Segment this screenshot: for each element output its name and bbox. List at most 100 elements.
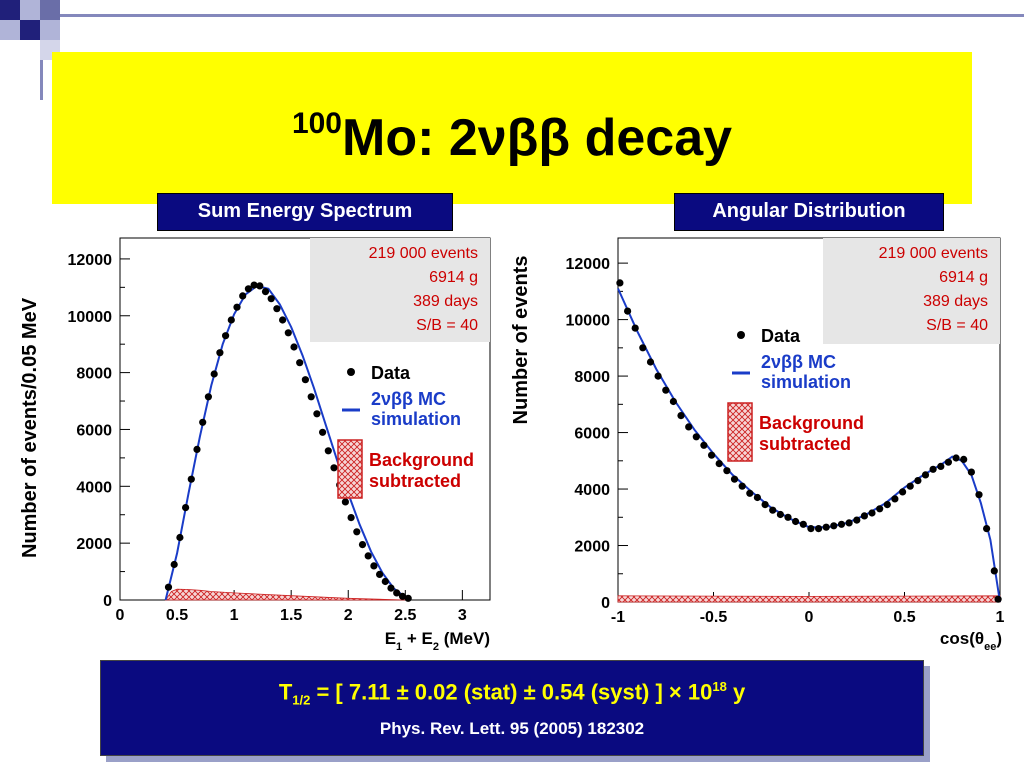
info-box — [823, 238, 1000, 344]
data-point — [883, 501, 891, 509]
data-point — [387, 584, 395, 592]
corner-square-1 — [0, 0, 20, 20]
data-point — [376, 570, 384, 578]
data-point — [404, 594, 412, 602]
reference: Phys. Rev. Lett. 95 (2005) 182302 — [379, 719, 645, 738]
x-tick-label: 1 — [996, 609, 1005, 626]
data-point — [960, 455, 968, 463]
data-point — [776, 510, 784, 519]
x-tick-label: 0 — [805, 609, 814, 626]
legend-mc-label-2: simulation — [371, 409, 461, 429]
y-tick-label: 4000 — [574, 482, 610, 499]
data-point — [700, 441, 708, 449]
y-tick-label: 12000 — [68, 252, 113, 269]
legend-data-marker — [737, 331, 745, 339]
data-point — [256, 282, 264, 290]
x-tick-label: -0.5 — [700, 609, 728, 626]
info-line-3: S/B = 40 — [926, 317, 988, 334]
y-tick-label: 6000 — [574, 426, 610, 443]
data-point — [975, 491, 983, 499]
x-tick-label: 2 — [344, 607, 353, 624]
data-point — [738, 482, 746, 490]
title-band: 100Mo: 2νββ decay — [52, 52, 972, 204]
legend-mc-label-2: simulation — [761, 372, 851, 392]
data-point — [639, 344, 647, 352]
data-point — [662, 386, 670, 394]
data-point — [723, 467, 731, 475]
x-axis-label: cos(θee) — [940, 629, 1002, 653]
corner-square-3 — [40, 0, 60, 20]
half-life-result: T1/2 = [ 7.11 ± 0.02 (stat) ± 0.54 (syst… — [278, 679, 746, 708]
data-point — [398, 592, 407, 600]
info-line-0: 219 000 events — [369, 245, 478, 262]
result-box: T1/2 = [ 7.11 ± 0.02 (stat) ± 0.54 (syst… — [100, 660, 924, 756]
data-point — [654, 372, 662, 380]
data-point — [730, 475, 739, 483]
legend-mc-label: 2νββ MC — [761, 352, 836, 372]
legend-background-marker — [727, 402, 753, 462]
data-point — [845, 519, 853, 527]
data-point — [358, 541, 367, 549]
y-tick-label: 12000 — [566, 256, 611, 273]
data-point — [319, 428, 327, 436]
x-tick-label: 1 — [230, 607, 239, 624]
data-point — [393, 589, 401, 597]
info-line-0: 219 000 events — [879, 245, 988, 262]
corner-square-5 — [40, 20, 60, 40]
data-point — [868, 509, 876, 517]
data-point — [330, 464, 338, 472]
data-point — [914, 477, 922, 485]
data-point — [182, 504, 190, 512]
data-point — [669, 397, 677, 406]
data-point — [227, 316, 235, 324]
data-point — [199, 418, 207, 426]
sum-energy-label: Sum Energy Spectrum — [157, 193, 453, 231]
data-point — [646, 358, 655, 366]
y-axis-label: Number of events/0.05 MeV — [19, 297, 41, 558]
data-point — [807, 525, 815, 533]
data-point — [853, 516, 861, 524]
data-point — [708, 451, 716, 459]
data-point — [967, 468, 975, 476]
data-point — [233, 303, 241, 311]
data-point — [267, 295, 275, 303]
data-point — [929, 465, 937, 473]
x-tick-label: 0 — [116, 607, 125, 624]
data-point — [631, 324, 639, 332]
data-point — [899, 488, 907, 496]
data-point — [307, 393, 315, 401]
data-point — [341, 498, 349, 506]
data-point — [990, 567, 998, 575]
data-point — [715, 460, 723, 468]
data-point — [815, 525, 823, 533]
data-point — [370, 562, 378, 570]
y-tick-label: 0 — [601, 595, 610, 612]
data-point — [761, 501, 769, 509]
data-point — [364, 552, 372, 560]
y-tick-label: 8000 — [76, 366, 112, 383]
data-point — [624, 307, 632, 315]
data-point — [290, 343, 298, 351]
data-point — [353, 528, 361, 536]
data-point — [616, 279, 624, 287]
side-rule — [40, 60, 43, 100]
info-line-2: 389 days — [413, 293, 478, 310]
corner-square-2 — [20, 0, 40, 20]
x-tick-label: 0.5 — [893, 609, 915, 626]
corner-square-4 — [20, 20, 40, 40]
y-tick-label: 4000 — [76, 479, 112, 496]
top-rule — [60, 14, 1024, 17]
data-point — [799, 520, 807, 528]
data-point — [250, 281, 258, 289]
x-tick-label: -1 — [611, 609, 625, 626]
legend-data-marker — [347, 368, 355, 376]
angular-distribution-label: Angular Distribution — [674, 193, 944, 231]
data-point — [921, 471, 930, 479]
data-point — [685, 423, 693, 431]
corner-square-6 — [0, 20, 20, 40]
y-axis-label: Number of events — [510, 256, 532, 425]
legend-background-marker — [337, 439, 363, 499]
data-point — [994, 595, 1002, 603]
y-tick-label: 8000 — [574, 369, 610, 386]
